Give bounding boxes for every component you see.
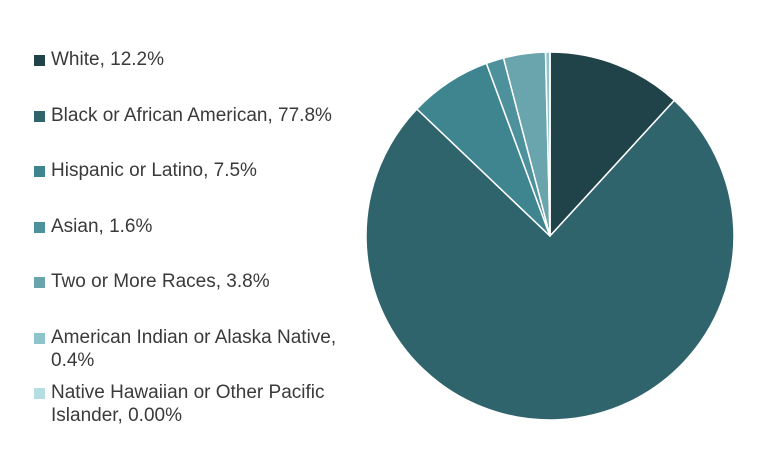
legend-label: Asian, 1.6% — [51, 216, 153, 237]
legend-label: Two or More Races, 3.8% — [51, 271, 270, 292]
legend-item: Black or African American, 77.8% — [34, 104, 364, 127]
pie-slices — [365, 51, 735, 421]
legend-item: Two or More Races, 3.8% — [34, 270, 364, 293]
pie-slice — [365, 99, 735, 421]
legend-swatch — [34, 166, 45, 177]
legend-swatch — [34, 277, 45, 288]
legend-label: Black or African American, 77.8% — [51, 105, 332, 126]
legend-swatch — [34, 55, 45, 66]
legend-label: White, 12.2% — [51, 49, 164, 70]
pie-slice — [549, 51, 676, 237]
legend-item: Hispanic or Latino, 7.5% — [34, 159, 364, 182]
legend-item: Asian, 1.6% — [34, 215, 364, 238]
legend-label: American Indian or Alaska Native, 0.4% — [51, 327, 337, 371]
legend-swatch — [34, 388, 45, 399]
legend-label: Hispanic or Latino, 7.5% — [51, 160, 257, 181]
legend-swatch — [34, 333, 45, 344]
legend-swatch — [34, 222, 45, 233]
legend-item: American Indian or Alaska Native, 0.4% — [34, 326, 364, 372]
legend-item: White, 12.2% — [34, 48, 364, 71]
legend-label: Native Hawaiian or Other Pacific Islande… — [51, 382, 325, 426]
legend-item: Native Hawaiian or Other Pacific Islande… — [34, 381, 364, 427]
legend-swatch — [34, 111, 45, 122]
